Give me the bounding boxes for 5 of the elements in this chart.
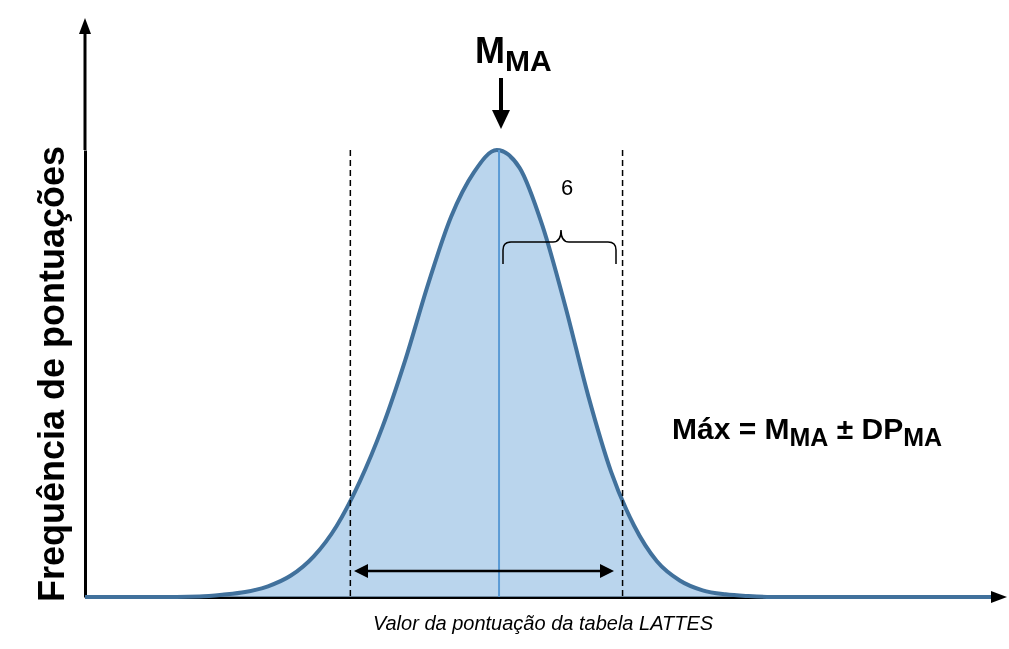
annotation: Máx = M$_{MA}$ ± DP$_{MA}$ — [672, 412, 943, 452]
y-axis-title: Frequência de pontuações — [30, 145, 72, 603]
text: M$_{MA}$ — [475, 30, 552, 79]
annotation: 6 — [561, 175, 574, 201]
x-axis-title: Valor da pontuação da tabela LATTES — [372, 611, 714, 634]
